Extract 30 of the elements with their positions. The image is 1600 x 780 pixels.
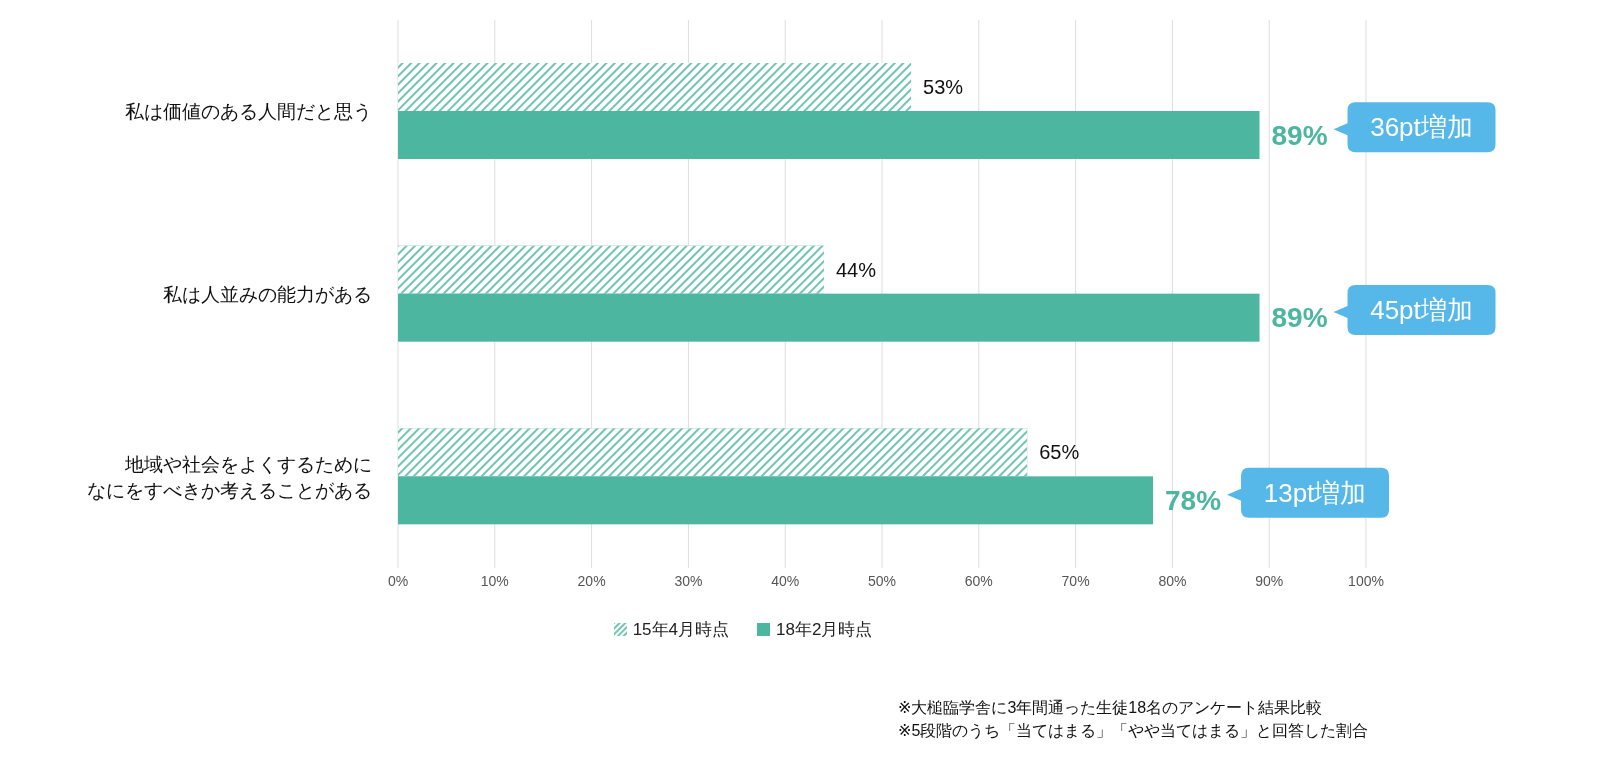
x-tick-label: 0%: [387, 572, 409, 589]
x-tick-label: 80%: [1158, 572, 1187, 589]
x-tick-label: 10%: [480, 572, 509, 589]
bar: [398, 111, 1260, 159]
bar: [398, 476, 1154, 525]
y-tick-label: 私は価値のある人間だと思う: [125, 100, 372, 122]
legend-label: 18年2月時点: [776, 619, 873, 641]
x-tick-label: 60%: [964, 572, 993, 589]
data-label: 65%: [1039, 441, 1080, 464]
x-tick-label: 40%: [771, 572, 800, 589]
x-tick-label: 20%: [577, 572, 606, 589]
data-label: 78%: [1165, 484, 1222, 516]
x-tick-label: 100%: [1348, 572, 1384, 589]
data-label: 53%: [923, 76, 964, 98]
annotation: 13pt増加: [1263, 477, 1367, 508]
x-tick-label: 30%: [674, 572, 703, 589]
data-label: 89%: [1271, 302, 1328, 334]
bar: [398, 293, 1260, 342]
x-tick-label: 70%: [1061, 572, 1090, 589]
x-tick-label: 50%: [867, 572, 897, 589]
data-label: 44%: [835, 258, 877, 281]
text: ※5段階のうち「当てはまる」「やや当てはまる」と回答した割合: [898, 721, 1369, 741]
legend-label: 15年4月時点: [632, 619, 729, 641]
y-tick-label: 地域や社会をよくするためになにをすべきか考えることがある: [87, 453, 372, 501]
text: 36pt増加: [1370, 112, 1473, 143]
text: ※大槌臨学舎に3年間通った生徒18名のアンケート結果比較: [898, 698, 1324, 718]
y-tick-label: 私は人並みの能力がある: [163, 283, 372, 305]
x-tick-label: 90%: [1255, 572, 1284, 589]
text: 45pt増加: [1370, 295, 1473, 325]
data-label: 89%: [1271, 119, 1328, 151]
